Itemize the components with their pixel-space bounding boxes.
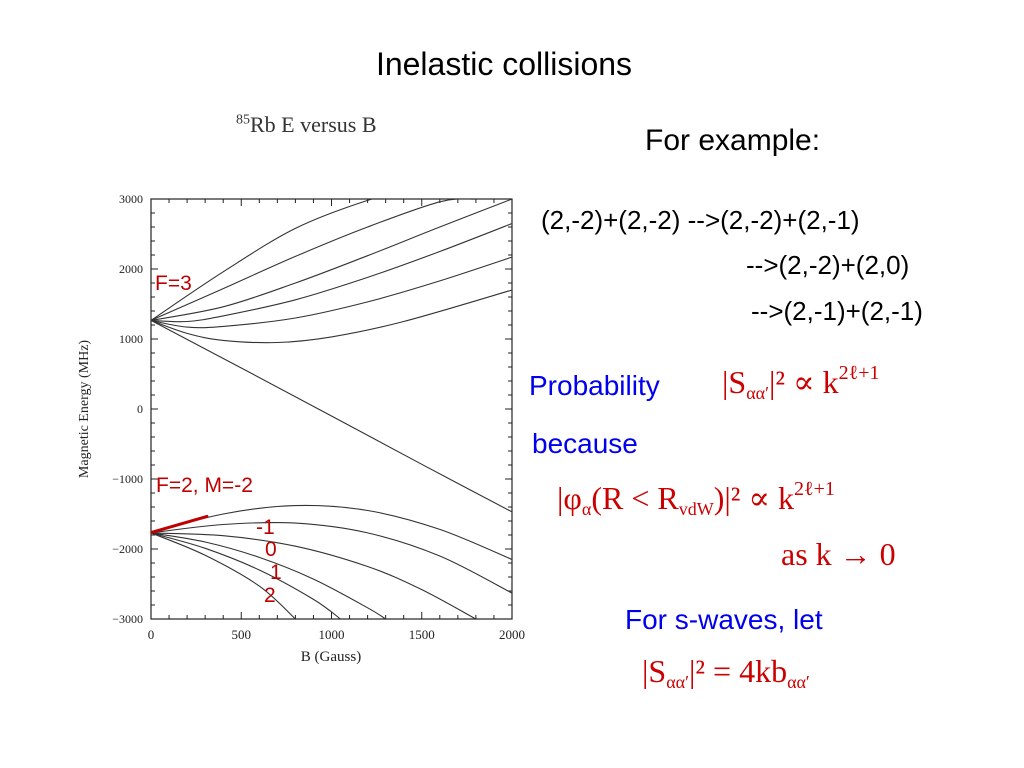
energy-curve-4	[151, 256, 512, 329]
energy-curve-1	[151, 199, 476, 321]
energy-curve-9	[151, 532, 477, 619]
plot-frame	[150, 198, 513, 620]
x-tick-label: 0	[148, 627, 155, 642]
for-example-heading: For example:	[645, 124, 821, 157]
y-ticks: 3000 2000 1000 0 −1000 −2000 −3000	[112, 192, 512, 626]
plot-title: 85Rb E versus B	[236, 112, 377, 138]
reaction-line-3: -->(2,-1)+(2,-1)	[751, 296, 923, 326]
energy-curve-0	[151, 199, 386, 321]
plot-title-isotope: 85	[236, 112, 250, 128]
energy-curve-3	[151, 222, 512, 323]
label-f2-m-2: F=2, M=-2	[156, 474, 253, 497]
x-axis-label: B (Gauss)	[301, 649, 361, 665]
equation-probability: |Sαα′|² ∝ k2ℓ+1	[722, 362, 880, 403]
y-tick-label: 2000	[119, 262, 143, 276]
reaction-line-2: -->(2,-2)+(2,0)	[746, 250, 910, 280]
x-tick-label: 500	[232, 627, 252, 642]
y-tick-label: 3000	[119, 192, 143, 206]
because-label: because	[532, 428, 638, 459]
energy-curve-5	[151, 289, 512, 344]
y-tick-label: 0	[137, 402, 143, 416]
energy-curve-10	[151, 532, 386, 619]
reaction-line-1: (2,-2)+(2,-2) -->(2,-2)+(2,-1)	[541, 205, 860, 235]
energy-curve-2	[151, 199, 512, 321]
label-m-1: -1	[256, 516, 275, 539]
x-tick-label: 1500	[409, 627, 435, 642]
energy-curve-12	[151, 532, 296, 619]
label-f3: F=3	[155, 272, 192, 295]
highlight-segment	[151, 514, 209, 535]
energy-curve-6	[151, 319, 512, 513]
x-ticks: 0 500 1000 1500 2000	[148, 199, 525, 642]
label-m1: 1	[270, 561, 282, 584]
y-tick-label: −1000	[112, 472, 143, 486]
x-tick-label: 2000	[499, 627, 525, 642]
y-axis-label: Magnetic Energy (MHz)	[77, 340, 92, 478]
energy-curves	[151, 199, 512, 619]
x-tick-label: 1000	[319, 627, 345, 642]
s-waves-label: For s-waves, let	[625, 604, 823, 635]
energy-curve-11	[151, 532, 341, 619]
label-m2: 2	[264, 584, 276, 607]
energy-curve-7	[151, 504, 512, 561]
plot-title-text: Rb E versus B	[250, 112, 377, 137]
probability-label: Probability	[529, 370, 660, 401]
slide-title: Inelastic collisions	[375, 46, 633, 82]
energy-curve-8	[151, 521, 512, 594]
y-tick-label: −2000	[112, 542, 143, 556]
equation-wavefunction: |φα(R < RvdW)|² ∝ k2ℓ+1	[557, 478, 835, 519]
equation-s-wave: |Sαα′|² = 4kbαα′	[642, 653, 810, 692]
y-tick-label: −3000	[112, 612, 143, 626]
label-m0: 0	[265, 538, 277, 561]
equation-limit: as k → 0	[781, 536, 896, 572]
y-tick-label: 1000	[119, 332, 143, 346]
